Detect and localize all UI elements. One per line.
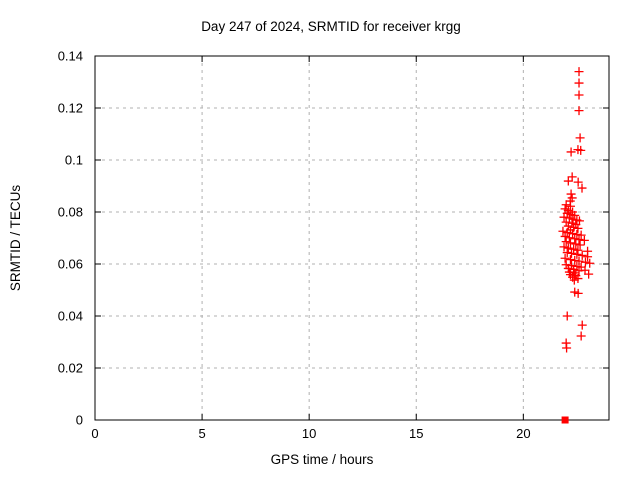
data-point-plus bbox=[565, 255, 575, 265]
data-point-plus bbox=[559, 212, 569, 222]
y-tick-label: 0.1 bbox=[65, 153, 83, 168]
data-point-plus bbox=[574, 78, 584, 88]
data-point-plus bbox=[571, 239, 581, 249]
y-axis-label: SRMTID / TECUs bbox=[8, 185, 23, 292]
x-tick-label: 5 bbox=[198, 426, 205, 441]
data-point-plus bbox=[579, 235, 589, 245]
data-point-plus bbox=[570, 255, 580, 265]
y-tick-label: 0.06 bbox=[58, 257, 83, 272]
x-tick-label: 0 bbox=[91, 426, 98, 441]
series-filled-square bbox=[561, 416, 569, 424]
data-point-plus bbox=[573, 223, 583, 233]
plot-border bbox=[94, 55, 610, 421]
data-point-plus bbox=[573, 177, 583, 187]
data-point-plus bbox=[574, 256, 584, 266]
data-point-plus bbox=[585, 258, 595, 268]
data-point-plus bbox=[563, 221, 573, 231]
data-point-plus bbox=[575, 133, 585, 143]
data-point-plus bbox=[572, 249, 582, 259]
data-point-plus bbox=[577, 250, 587, 260]
data-point-plus bbox=[574, 90, 584, 100]
border-rect bbox=[94, 55, 610, 421]
data-point-plus bbox=[568, 214, 578, 224]
data-point-plus bbox=[567, 172, 577, 182]
data-point-plus bbox=[562, 228, 572, 238]
data-point-plus bbox=[562, 248, 572, 258]
data-point-plus bbox=[561, 200, 571, 210]
data-point-plus bbox=[577, 320, 587, 330]
data-point-plus bbox=[562, 343, 572, 353]
x-tick-label: 15 bbox=[409, 426, 423, 441]
data-point-plus bbox=[570, 210, 580, 220]
data-point-plus bbox=[560, 231, 570, 241]
data-point-plus bbox=[559, 242, 569, 252]
data-point-plus bbox=[574, 67, 584, 77]
x-tick-label: 20 bbox=[516, 426, 530, 441]
data-point-plus bbox=[565, 238, 575, 248]
data-point-plus bbox=[580, 257, 590, 267]
data-point-plus bbox=[561, 217, 571, 227]
y-tick-label: 0.12 bbox=[58, 101, 83, 116]
y-tick-label: 0.08 bbox=[58, 205, 83, 220]
data-point-plus bbox=[566, 147, 576, 157]
data-point-plus bbox=[565, 201, 575, 211]
data-point-plus bbox=[573, 245, 583, 255]
data-point-plus bbox=[569, 244, 579, 254]
series-plus bbox=[558, 67, 595, 353]
data-point-plus bbox=[563, 176, 573, 186]
data-point-plus bbox=[584, 269, 594, 279]
data-point-plus bbox=[577, 183, 587, 193]
x-tick-label: 10 bbox=[302, 426, 316, 441]
data-point-plus bbox=[576, 230, 586, 240]
data-point-plus bbox=[560, 253, 570, 263]
gridlines bbox=[95, 56, 609, 420]
data-point-plus bbox=[576, 145, 586, 155]
data-point-plus bbox=[561, 237, 571, 247]
data-point-plus bbox=[573, 288, 583, 298]
data-point-plus bbox=[583, 252, 593, 262]
y-tick-label: 0.14 bbox=[58, 49, 83, 64]
data-point-square bbox=[561, 416, 569, 424]
data-series bbox=[558, 67, 595, 424]
data-point-plus bbox=[572, 229, 582, 239]
data-point-plus bbox=[562, 311, 572, 321]
y-tick-label: 0.02 bbox=[58, 361, 83, 376]
data-point-plus bbox=[570, 234, 580, 244]
chart-title: Day 247 of 2024, SRMTID for receiver krg… bbox=[201, 19, 461, 34]
data-point-plus bbox=[563, 243, 573, 253]
data-point-plus bbox=[569, 275, 579, 285]
y-tick-label: 0 bbox=[76, 413, 83, 428]
data-point-plus bbox=[567, 248, 577, 258]
x-tick-labels: 0 5 10 15 20 bbox=[91, 426, 530, 441]
data-point-plus bbox=[576, 331, 586, 341]
data-point-plus bbox=[566, 189, 576, 199]
data-point-plus bbox=[575, 240, 585, 250]
data-point-plus bbox=[558, 226, 568, 236]
data-point-plus bbox=[574, 266, 584, 276]
axis-ticks bbox=[94, 55, 609, 421]
y-tick-labels: 0 0.02 0.04 0.06 0.08 0.1 0.12 0.14 bbox=[58, 49, 83, 428]
data-point-plus bbox=[574, 106, 584, 116]
y-tick-label: 0.04 bbox=[58, 309, 83, 324]
x-axis-label: GPS time / hours bbox=[271, 452, 374, 467]
